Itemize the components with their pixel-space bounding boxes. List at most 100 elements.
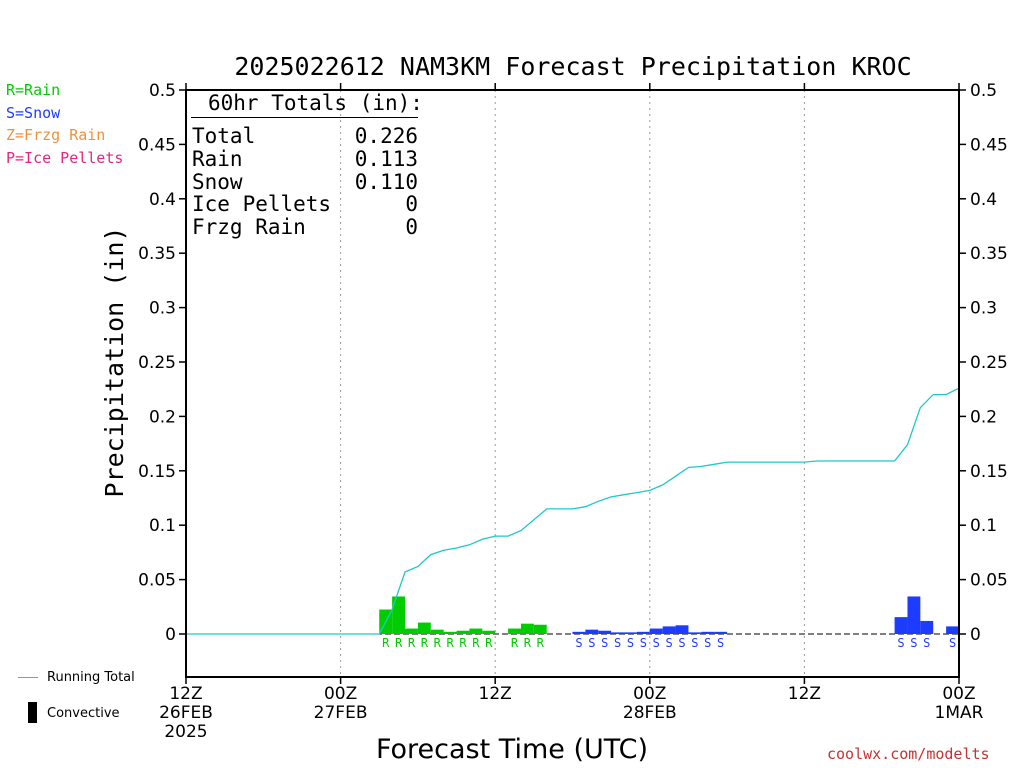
snow-bar — [662, 626, 676, 634]
snow-bar — [714, 631, 728, 634]
rain-type-marker: R — [395, 636, 403, 650]
y-tick-label-right: 0.45 — [970, 135, 1008, 155]
totals-row-label: Ice Pellets — [192, 192, 332, 216]
y-tick-label-right: 0.4 — [970, 190, 997, 210]
y-tick-label-left: 0.15 — [138, 462, 176, 482]
rain-bar — [520, 623, 534, 634]
snow-type-marker: S — [614, 636, 621, 650]
x-tick-label: 28FEB — [623, 703, 677, 723]
rain-type-marker: R — [485, 636, 493, 650]
x-axis-label: Forecast Time (UTC) — [376, 734, 648, 765]
y-tick-label-right: 0.05 — [970, 571, 1008, 591]
totals-header: 60hr Totals (in): — [208, 91, 423, 115]
x-tick-label: 00Z — [324, 684, 357, 704]
y-tick-label-right: 0.25 — [970, 353, 1008, 373]
snow-bar — [611, 632, 625, 634]
snow-type-marker: S — [627, 636, 634, 650]
snow-type-marker: S — [666, 636, 673, 650]
rain-bar — [456, 630, 470, 634]
y-tick-label-left: 0.5 — [149, 81, 176, 101]
totals-row-value: 0.110 — [354, 170, 418, 194]
snow-type-marker: S — [923, 636, 930, 650]
snow-type-marker: S — [704, 636, 711, 650]
snow-bar — [701, 631, 715, 634]
y-tick-label-right: 0.2 — [970, 407, 997, 427]
y-tick-label-right: 0.15 — [970, 462, 1008, 482]
rain-bar — [392, 596, 406, 634]
legend-freezing-rain: Z=Frzg Rain — [6, 126, 105, 144]
legend-convective-label: Convective — [47, 706, 120, 721]
precip-bars — [379, 596, 959, 634]
legend-ice-pellets: P=Ice Pellets — [6, 149, 123, 167]
y-tick-label-left: 0.45 — [138, 135, 176, 155]
legend-freezing-rain-label: Z=Frzg Rain — [6, 126, 106, 144]
totals-row-value: 0.113 — [354, 147, 418, 171]
legend-rain: R=Rain — [6, 81, 60, 99]
y-tick-label-right: 0.35 — [970, 244, 1008, 264]
x-tick-label: 12Z — [169, 684, 202, 704]
totals-header-underline — [191, 117, 418, 118]
plot-frame — [185, 89, 960, 678]
snow-bar — [572, 631, 586, 634]
snow-type-marker: S — [575, 636, 582, 650]
x-tick-label: 12Z — [479, 684, 512, 704]
snow-type-marker: S — [691, 636, 698, 650]
x-tick-label: 1MAR — [935, 703, 984, 723]
snow-bar — [649, 628, 663, 634]
y-tick-label-left: 0.1 — [149, 516, 176, 536]
rain-bar — [417, 622, 431, 634]
totals-row-label: Snow — [192, 170, 243, 194]
rain-bar — [430, 629, 444, 634]
rain-type-marker: R — [408, 636, 416, 650]
y-tick-label-left: 0.4 — [149, 190, 176, 210]
snow-bar — [598, 630, 612, 634]
x-tick-label: 2025 — [164, 722, 207, 742]
totals-row-label: Total — [192, 124, 256, 148]
y-tick-label-left: 0.35 — [138, 244, 176, 264]
snow-bar — [688, 632, 702, 634]
x-tick-label: 12Z — [788, 684, 821, 704]
y-tick-label-right: 0 — [970, 625, 981, 645]
source-credit: coolwx.com/modelts — [827, 745, 990, 763]
snow-bar — [894, 617, 908, 634]
snow-type-marker: S — [910, 636, 917, 650]
y-tick-label-right: 0.1 — [970, 516, 997, 536]
rain-type-marker: R — [511, 636, 519, 650]
snow-bar — [624, 632, 637, 634]
x-tick-label: 00Z — [633, 684, 666, 704]
axes: 0 00.05 0.050.1 0.10.15 0.150.2 0.20.25 0.250.… — [138, 81, 1008, 742]
y-tick-label-right: 0.3 — [970, 299, 997, 319]
legend-running-total-swatch — [18, 677, 38, 678]
snow-type-marker: S — [717, 636, 724, 650]
snow-type-marker: S — [588, 636, 595, 650]
legend-ice-pellets-label: P=Ice Pellets — [6, 149, 124, 167]
legend-rain-label: R=Rain — [6, 81, 61, 99]
snow-type-marker: S — [653, 636, 660, 650]
rain-bar — [533, 624, 547, 634]
x-tick-label: 27FEB — [314, 703, 368, 723]
y-tick-label-left: 0.2 — [149, 407, 176, 427]
legend-snow-label: S=Snow — [6, 104, 61, 122]
snow-type-marker: S — [949, 636, 956, 650]
x-tick-label: 26FEB — [159, 703, 213, 723]
totals-row-label: Rain — [192, 147, 243, 171]
snow-bar — [920, 620, 934, 634]
totals-row-value: 0 — [405, 215, 418, 239]
legend-snow: S=Snow — [6, 104, 60, 122]
rain-bar — [469, 628, 483, 634]
rain-type-marker: R — [446, 636, 454, 650]
running-total-line — [186, 387, 960, 635]
totals-row-value: 0 — [405, 192, 418, 216]
running-total-layer — [186, 387, 960, 635]
snow-bar — [585, 629, 599, 634]
y-tick-label-right: 0.5 — [970, 81, 997, 101]
rain-type-marker: R — [421, 636, 429, 650]
snow-bar — [675, 625, 689, 634]
rain-type-marker: R — [382, 636, 390, 650]
y-tick-label-left: 0.05 — [138, 571, 176, 591]
rain-bar — [508, 628, 521, 634]
snow-bar — [636, 631, 650, 634]
legend-running-total-label: Running Total — [47, 670, 135, 685]
